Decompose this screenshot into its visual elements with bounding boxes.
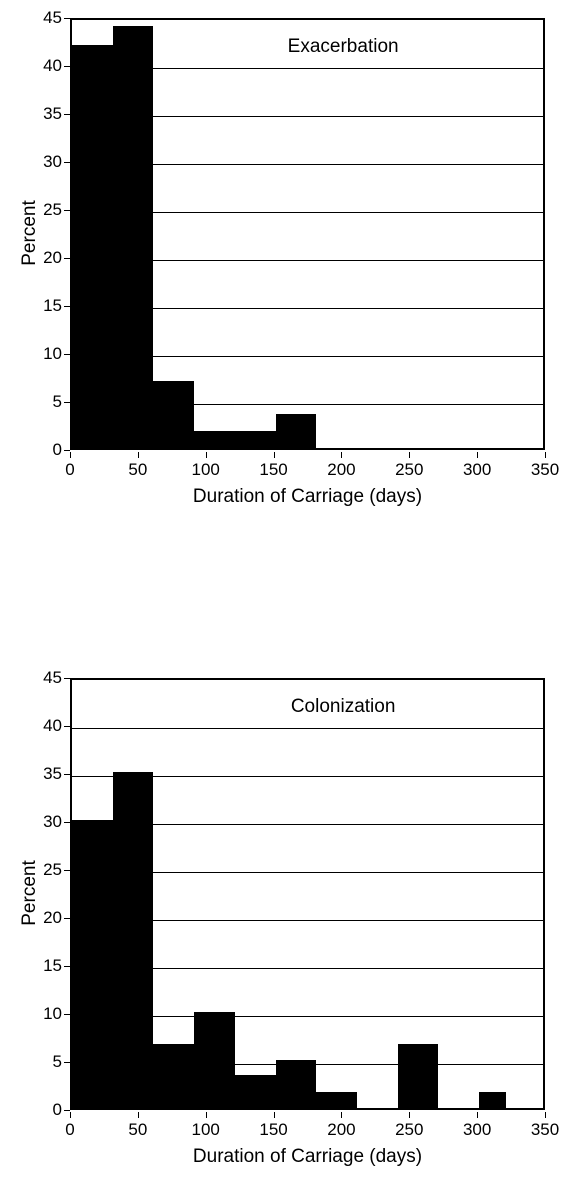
ytick-label: 15 <box>32 956 62 976</box>
xtick-label: 50 <box>113 1120 163 1140</box>
ytick-mark <box>64 114 70 115</box>
ytick-mark <box>64 402 70 403</box>
ytick-label: 30 <box>32 152 62 172</box>
xtick-label: 150 <box>249 460 299 480</box>
xtick-mark <box>138 452 139 458</box>
xtick-label: 150 <box>249 1120 299 1140</box>
ytick-mark <box>64 450 70 451</box>
ytick-mark <box>64 822 70 823</box>
ytick-mark <box>64 678 70 679</box>
ytick-label: 45 <box>32 668 62 688</box>
ytick-mark <box>64 1014 70 1015</box>
xtick-mark <box>477 1112 478 1118</box>
histogram-bar <box>316 1092 357 1108</box>
histogram-bar <box>153 1044 194 1108</box>
histogram-bar <box>235 1075 276 1108</box>
ytick-mark <box>64 774 70 775</box>
xtick-label: 100 <box>181 1120 231 1140</box>
xtick-mark <box>341 452 342 458</box>
chart-panel-0: 051015202530354045050100150200250300350P… <box>0 0 571 540</box>
histogram-bar <box>72 820 113 1108</box>
ytick-mark <box>64 918 70 919</box>
xtick-mark <box>409 452 410 458</box>
xtick-mark <box>274 1112 275 1118</box>
histogram-bar <box>72 45 113 448</box>
xtick-mark <box>409 1112 410 1118</box>
xtick-label: 350 <box>520 460 570 480</box>
ytick-label: 45 <box>32 8 62 28</box>
histogram-bar <box>153 381 194 448</box>
ytick-mark <box>64 1110 70 1111</box>
ytick-mark <box>64 66 70 67</box>
xtick-mark <box>206 452 207 458</box>
xtick-mark <box>206 1112 207 1118</box>
histogram-bar <box>194 1012 235 1108</box>
xtick-mark <box>545 452 546 458</box>
gridline <box>72 728 543 729</box>
xtick-label: 50 <box>113 460 163 480</box>
y-axis-label: Percent <box>19 833 41 953</box>
histogram-bar <box>479 1092 506 1108</box>
xtick-label: 250 <box>384 460 434 480</box>
ytick-label: 35 <box>32 104 62 124</box>
ytick-label: 10 <box>32 344 62 364</box>
ytick-mark <box>64 354 70 355</box>
xtick-label: 350 <box>520 1120 570 1140</box>
xtick-label: 0 <box>45 460 95 480</box>
histogram-bar <box>398 1044 439 1108</box>
xtick-label: 0 <box>45 1120 95 1140</box>
x-axis-label: Duration of Carriage (days) <box>70 1146 545 1168</box>
histogram-bar <box>113 26 154 448</box>
ytick-mark <box>64 258 70 259</box>
histogram-bar <box>235 431 276 448</box>
ytick-label: 0 <box>32 440 62 460</box>
ytick-mark <box>64 870 70 871</box>
ytick-label: 0 <box>32 1100 62 1120</box>
ytick-label: 40 <box>32 56 62 76</box>
plot-area <box>70 678 545 1110</box>
ytick-label: 15 <box>32 296 62 316</box>
ytick-label: 35 <box>32 764 62 784</box>
ytick-label: 5 <box>32 1052 62 1072</box>
y-axis-label: Percent <box>19 173 41 293</box>
histogram-bar <box>276 414 317 448</box>
xtick-label: 100 <box>181 460 231 480</box>
xtick-mark <box>341 1112 342 1118</box>
ytick-label: 40 <box>32 716 62 736</box>
histogram-bar <box>113 772 154 1108</box>
ytick-label: 10 <box>32 1004 62 1024</box>
histogram-bar <box>194 431 235 448</box>
ytick-mark <box>64 726 70 727</box>
ytick-mark <box>64 18 70 19</box>
xtick-mark <box>70 452 71 458</box>
xtick-mark <box>138 1112 139 1118</box>
chart-panel-1: 051015202530354045050100150200250300350P… <box>0 660 571 1200</box>
ytick-label: 5 <box>32 392 62 412</box>
xtick-label: 200 <box>316 460 366 480</box>
ytick-mark <box>64 162 70 163</box>
xtick-mark <box>274 452 275 458</box>
ytick-mark <box>64 306 70 307</box>
chart-title: Exacerbation <box>213 36 474 58</box>
x-axis-label: Duration of Carriage (days) <box>70 486 545 508</box>
xtick-mark <box>545 1112 546 1118</box>
ytick-label: 30 <box>32 812 62 832</box>
ytick-mark <box>64 966 70 967</box>
xtick-label: 200 <box>316 1120 366 1140</box>
xtick-label: 300 <box>452 1120 502 1140</box>
xtick-mark <box>70 1112 71 1118</box>
ytick-mark <box>64 1062 70 1063</box>
ytick-mark <box>64 210 70 211</box>
plot-area <box>70 18 545 450</box>
xtick-label: 250 <box>384 1120 434 1140</box>
chart-title: Colonization <box>213 696 474 718</box>
histogram-bar <box>276 1060 317 1108</box>
xtick-mark <box>477 452 478 458</box>
xtick-label: 300 <box>452 460 502 480</box>
